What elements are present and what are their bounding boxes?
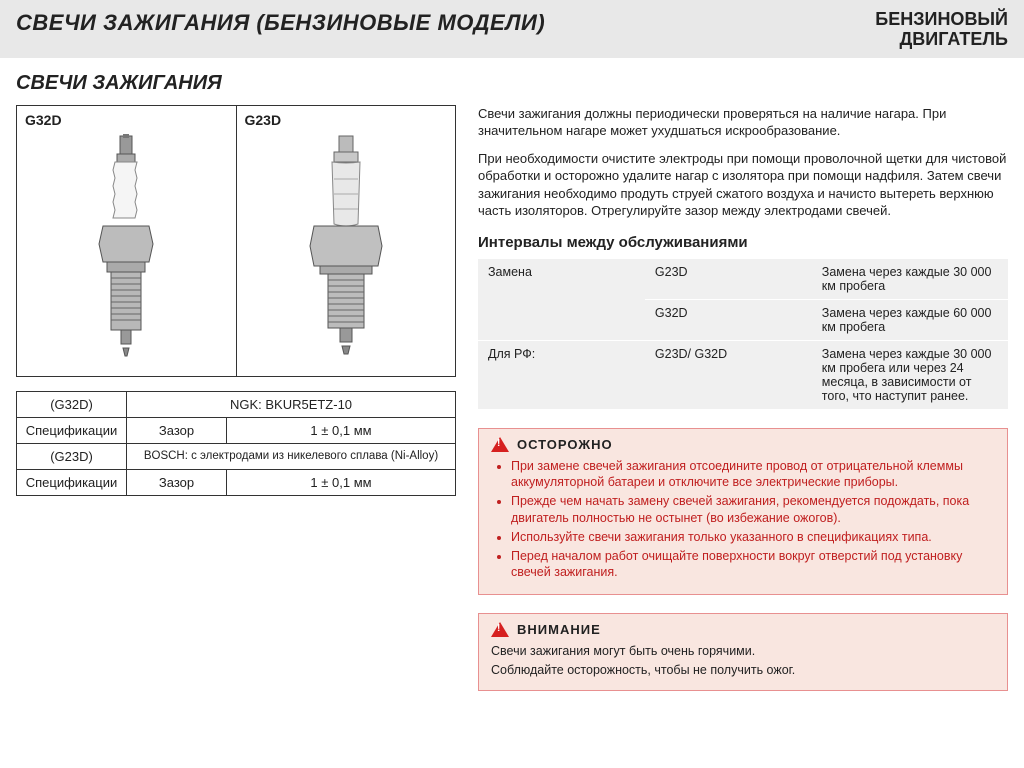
spark-plug-figure: G32D <box>16 105 456 377</box>
int-cell: G23D <box>645 259 812 300</box>
plug-label-g23d: G23D <box>245 112 448 128</box>
warning-triangle-icon <box>491 622 509 637</box>
header-right-line2: ДВИГАТЕЛЬ <box>875 30 1008 50</box>
spec-table: (G32D) NGK: BKUR5ETZ-10 Спецификации Заз… <box>16 391 456 496</box>
intro-para-2: При необходимости очистите электроды при… <box>478 150 1008 220</box>
table-row: Замена G23D Замена через каждые 30 000 к… <box>478 259 1008 300</box>
attention-line-1: Свечи зажигания могут быть очень горячим… <box>491 643 995 660</box>
spark-plug-g23d-icon <box>306 134 386 364</box>
spark-plug-g32d-icon <box>91 134 161 364</box>
caution-list: При замене свечей зажигания отсоедините … <box>491 458 995 581</box>
plug-label-g32d: G32D <box>25 112 228 128</box>
list-item: Используйте свечи зажигания только указа… <box>511 529 995 545</box>
spec-cell: BOSCH: с электродами из никелевого сплав… <box>127 443 456 469</box>
header-right-line1: БЕНЗИНОВЫЙ <box>875 10 1008 30</box>
attention-line-2: Соблюдайте осторожность, чтобы не получи… <box>491 662 995 679</box>
intro-para-1: Свечи зажигания должны периодически пров… <box>478 105 1008 140</box>
spec-cell: Зазор <box>127 469 227 495</box>
spec-cell: (G32D) <box>17 391 127 417</box>
spec-cell: NGK: BKUR5ETZ-10 <box>127 391 456 417</box>
caution-title: ОСТОРОЖНО <box>517 437 613 452</box>
spec-cell: Спецификации <box>17 417 127 443</box>
intervals-table: Замена G23D Замена через каждые 30 000 к… <box>478 259 1008 410</box>
int-cell: Для РФ: <box>478 340 645 409</box>
int-cell: Замена через каждые 30 000 км пробега <box>812 259 1008 300</box>
spec-cell: Спецификации <box>17 469 127 495</box>
int-cell: Замена через каждые 60 000 км пробега <box>812 299 1008 340</box>
left-column: G32D <box>16 105 456 692</box>
table-row: Для РФ: G23D/ G32D Замена через каждые 3… <box>478 340 1008 409</box>
intervals-heading: Интервалы между обслуживаниями <box>478 234 1008 251</box>
attention-box: ВНИМАНИЕ Свечи зажигания могут быть очен… <box>478 613 1008 692</box>
spec-cell: 1 ± 0,1 мм <box>227 469 456 495</box>
int-cell: G32D <box>645 299 812 340</box>
right-column: Свечи зажигания должны периодически пров… <box>478 105 1008 692</box>
warning-triangle-icon <box>491 437 509 452</box>
main-content: G32D <box>0 105 1024 692</box>
list-item: При замене свечей зажигания отсоедините … <box>511 458 995 491</box>
spec-cell: (G23D) <box>17 443 127 469</box>
attention-head: ВНИМАНИЕ <box>491 622 995 637</box>
attention-title: ВНИМАНИЕ <box>517 622 601 637</box>
plug-cell-g23d: G23D <box>236 106 456 376</box>
section-title: СВЕЧИ ЗАЖИГАНИЯ <box>0 58 1024 105</box>
header-right: БЕНЗИНОВЫЙ ДВИГАТЕЛЬ <box>875 10 1008 50</box>
header-bar: СВЕЧИ ЗАЖИГАНИЯ (БЕНЗИНОВЫЕ МОДЕЛИ) БЕНЗ… <box>0 0 1024 58</box>
spec-cell: 1 ± 0,1 мм <box>227 417 456 443</box>
int-cell: Замена через каждые 30 000 км пробега ил… <box>812 340 1008 409</box>
list-item: Прежде чем начать замену свечей зажигани… <box>511 493 995 526</box>
spec-cell: Зазор <box>127 417 227 443</box>
page-title: СВЕЧИ ЗАЖИГАНИЯ (БЕНЗИНОВЫЕ МОДЕЛИ) <box>16 10 545 36</box>
list-item: Перед началом работ очищайте поверхности… <box>511 548 995 581</box>
int-cell: Замена <box>478 259 645 341</box>
caution-box: ОСТОРОЖНО При замене свечей зажигания от… <box>478 428 1008 595</box>
plug-cell-g32d: G32D <box>17 106 236 376</box>
caution-head: ОСТОРОЖНО <box>491 437 995 452</box>
int-cell: G23D/ G32D <box>645 340 812 409</box>
